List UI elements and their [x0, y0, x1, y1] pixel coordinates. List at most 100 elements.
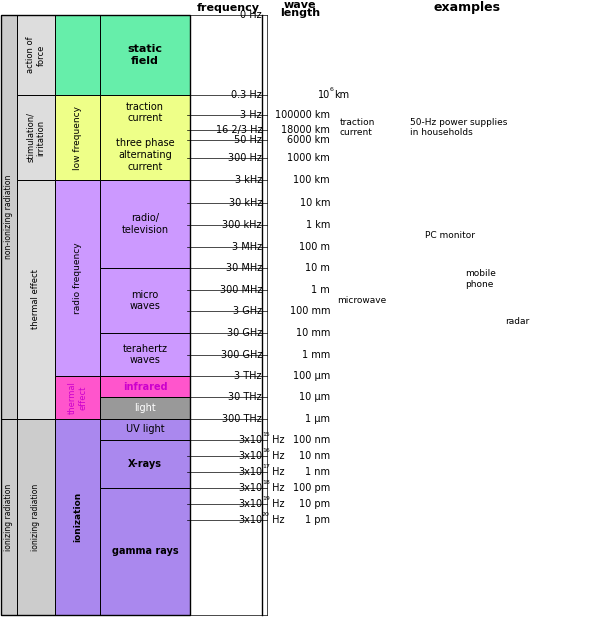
Bar: [55, 95, 100, 180]
Text: radar: radar: [505, 317, 529, 326]
Text: 6000 km: 6000 km: [287, 135, 330, 145]
Text: 1 mm: 1 mm: [302, 350, 330, 360]
Text: Hz: Hz: [269, 515, 284, 525]
Text: length: length: [280, 8, 320, 18]
Text: 3x10: 3x10: [238, 483, 262, 493]
Text: 1000 km: 1000 km: [287, 153, 330, 163]
Text: 10 nm: 10 nm: [299, 451, 330, 461]
Bar: [17, 95, 55, 180]
Text: 17: 17: [262, 464, 270, 469]
Bar: [55, 15, 100, 95]
Text: examples: examples: [434, 1, 501, 15]
Bar: [17, 180, 55, 419]
Text: radio/
television: radio/ television: [121, 213, 169, 235]
Bar: [1, 15, 190, 615]
Text: 100 mm: 100 mm: [290, 306, 330, 316]
Text: 1 nm: 1 nm: [305, 467, 330, 477]
Bar: [55, 376, 100, 419]
Text: km: km: [335, 90, 350, 100]
Text: Hz: Hz: [269, 451, 284, 461]
Text: 50-Hz power supplies
in households: 50-Hz power supplies in households: [410, 118, 508, 137]
Text: 1 m: 1 m: [311, 285, 330, 295]
Text: non-ionizing radiation: non-ionizing radiation: [4, 175, 14, 259]
Text: 3 Hz: 3 Hz: [241, 110, 262, 120]
Text: ionizing radiation: ionizing radiation: [32, 483, 41, 551]
Bar: [100, 419, 190, 440]
Text: 3x10: 3x10: [238, 515, 262, 525]
Text: 300 GHz: 300 GHz: [221, 350, 262, 360]
Text: 19: 19: [262, 496, 270, 501]
Text: PC monitor: PC monitor: [425, 232, 475, 240]
Text: 30 kHz: 30 kHz: [229, 198, 262, 208]
Text: 100 μm: 100 μm: [293, 371, 330, 381]
Text: wave: wave: [284, 0, 316, 10]
Text: 100 km: 100 km: [293, 175, 330, 185]
Text: 30 GHz: 30 GHz: [227, 328, 262, 338]
Text: 300 kHz: 300 kHz: [223, 220, 262, 230]
Text: 100 pm: 100 pm: [293, 483, 330, 493]
Text: 1 km: 1 km: [305, 220, 330, 230]
Text: 50 Hz: 50 Hz: [234, 135, 262, 145]
Text: 30 THz: 30 THz: [229, 392, 262, 402]
Text: 1 pm: 1 pm: [305, 515, 330, 525]
Text: 3 kHz: 3 kHz: [235, 175, 262, 185]
Text: 18: 18: [262, 480, 270, 485]
Text: light: light: [134, 403, 156, 413]
Text: action of
force: action of force: [26, 37, 46, 73]
Bar: [100, 440, 190, 488]
Text: 10 μm: 10 μm: [299, 392, 330, 402]
Text: 3x10: 3x10: [238, 435, 262, 445]
Text: stimulation/
irritation: stimulation/ irritation: [26, 112, 46, 163]
Bar: [187, 15, 270, 615]
Text: X-rays: X-rays: [128, 459, 162, 469]
Text: radio frequency: radio frequency: [73, 242, 82, 314]
Bar: [55, 419, 100, 615]
Text: 3x10: 3x10: [238, 467, 262, 477]
Bar: [100, 333, 190, 376]
Text: 3x10: 3x10: [238, 499, 262, 509]
Text: 10 mm: 10 mm: [296, 328, 330, 338]
Text: 16: 16: [262, 448, 270, 453]
Bar: [100, 268, 190, 333]
Text: 10 m: 10 m: [305, 263, 330, 273]
Text: 300 Hz: 300 Hz: [228, 153, 262, 163]
Bar: [100, 376, 190, 397]
Text: static
field: static field: [128, 44, 163, 66]
Bar: [1, 15, 17, 419]
Text: 0 Hz: 0 Hz: [241, 10, 262, 20]
Text: 3 GHz: 3 GHz: [233, 306, 262, 316]
Text: 10: 10: [318, 90, 330, 100]
Text: 0.3 Hz: 0.3 Hz: [231, 90, 262, 100]
Text: micro
waves: micro waves: [130, 290, 160, 311]
Text: 15: 15: [262, 432, 270, 437]
Text: 300 MHz: 300 MHz: [220, 285, 262, 295]
Text: 1 μm: 1 μm: [305, 414, 330, 424]
Text: 10 pm: 10 pm: [299, 499, 330, 509]
Text: traction
current: traction current: [340, 118, 376, 137]
Bar: [55, 180, 100, 376]
Text: low frequency: low frequency: [73, 105, 82, 170]
Text: 20: 20: [262, 512, 270, 517]
Text: thermal effect: thermal effect: [32, 269, 41, 329]
Text: traction
current: traction current: [126, 102, 164, 123]
Text: gamma rays: gamma rays: [112, 546, 178, 557]
Bar: [1, 419, 17, 615]
Text: 100000 km: 100000 km: [275, 110, 330, 120]
Text: Hz: Hz: [269, 499, 284, 509]
Text: 100 nm: 100 nm: [293, 435, 330, 445]
Bar: [100, 15, 190, 95]
Text: Hz: Hz: [269, 435, 284, 445]
Text: microwave: microwave: [337, 296, 386, 305]
Text: 3 MHz: 3 MHz: [232, 242, 262, 252]
Text: Hz: Hz: [269, 483, 284, 493]
Text: ionization: ionization: [73, 492, 82, 542]
Text: 16 2/3 Hz: 16 2/3 Hz: [215, 125, 262, 135]
Bar: [100, 397, 190, 419]
Bar: [17, 15, 55, 95]
Text: 18000 km: 18000 km: [281, 125, 330, 135]
Text: 6: 6: [330, 87, 334, 92]
Text: three phase
alternating
current: three phase alternating current: [116, 138, 175, 172]
Text: terahertz
waves: terahertz waves: [122, 344, 167, 365]
Text: 3x10: 3x10: [238, 451, 262, 461]
Text: 30 MHz: 30 MHz: [226, 263, 262, 273]
